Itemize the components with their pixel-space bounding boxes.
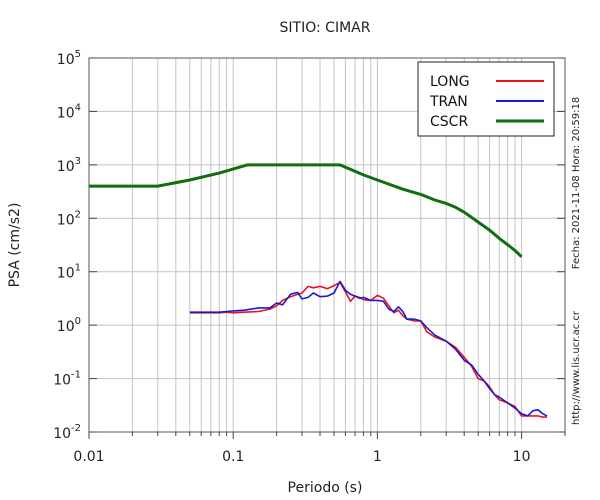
chart-title: SITIO: CIMAR [280,20,371,36]
y-tick-label: 105 [57,49,81,68]
series-layer [89,163,548,418]
y-axis-title: PSA (cm/s2) [7,203,23,288]
x-axis-title: Periodo (s) [288,480,363,496]
y-tick-label: 100 [57,316,81,335]
y-tick-label: 103 [57,156,81,175]
legend: LONG TRAN CSCR [417,61,555,137]
series-line-cscr [89,163,523,258]
x-tick-label: 0.01 [73,449,104,465]
y-tick-label: 10-1 [53,370,81,389]
x-tick-label: 0.1 [222,449,244,465]
y-tick-label: 102 [57,209,81,228]
website-text: http://www.lis.ucr.ac.cr [571,310,582,425]
timestamp-text: Fecha: 2021-11-08 Hora: 20:59:18 [571,97,582,270]
x-tick-label: 1 [373,449,382,465]
grid [89,58,566,432]
y-tick-label: 10-2 [53,423,81,442]
plot-frame [88,57,566,433]
legend-label: LONG [430,74,470,90]
series-line-tran [189,280,548,417]
y-tick-label: 101 [57,263,81,282]
x-tick-label: 10 [513,449,531,465]
legend-label: CSCR [430,114,468,130]
axis-ticks: 0.01 0.1 1 10 10-2 10-1 100 101 102 103 104 105 [53,49,566,465]
legend-label: TRAN [429,94,468,110]
legend-box [417,61,555,137]
y-tick-label: 104 [57,102,81,121]
